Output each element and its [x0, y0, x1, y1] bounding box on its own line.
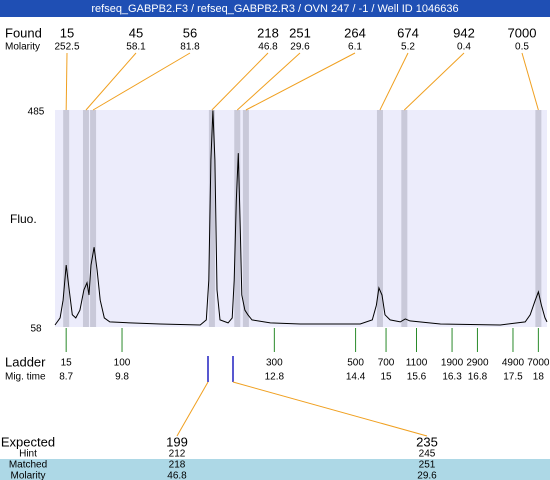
found-size: 15 [60, 25, 74, 40]
found-molarity: 46.8 [258, 42, 278, 53]
title-bar [0, 0, 550, 17]
found-size: 218 [257, 25, 279, 40]
found-molarity: 252.5 [54, 42, 79, 53]
found-molarity: 58.1 [126, 42, 146, 53]
peak-connector [403, 52, 465, 111]
peak-connector [85, 52, 137, 111]
peak-band [242, 110, 249, 327]
peak-connector [65, 52, 68, 111]
expected-row-label: Expected [1, 434, 55, 449]
ladder-size: 1100 [406, 358, 428, 369]
peak-connector [245, 52, 356, 111]
ladder-time: 9.8 [115, 372, 129, 383]
ladder-size: 500 [347, 358, 364, 369]
found-molarity: 0.5 [515, 42, 529, 53]
ladder-time: 16.8 [468, 372, 488, 383]
found-size: 251 [289, 25, 311, 40]
ladder-size: 7000 [527, 358, 550, 369]
found-size: 674 [397, 25, 419, 40]
ladder-size: 700 [378, 358, 395, 369]
peak-band [401, 110, 408, 327]
expected-matched: 251 [419, 460, 436, 471]
ladder-size: 300 [266, 358, 283, 369]
peak-band [376, 110, 383, 327]
found-size: 942 [453, 25, 475, 40]
expected-hint: 245 [419, 449, 436, 460]
expected-row-label: Molarity [10, 471, 45, 480]
peak-band [234, 110, 241, 327]
found-molarity: 5.2 [401, 42, 415, 53]
found-size: 56 [183, 25, 197, 40]
found-size: 45 [129, 25, 143, 40]
matched-rows-bg [0, 459, 550, 480]
expected-row-label: Matched [9, 460, 47, 471]
ladder-size: 2900 [466, 358, 489, 369]
ladder-size: 15 [61, 358, 73, 369]
mig-time-label: Mig. time [5, 372, 46, 383]
found-label: Found [5, 25, 42, 40]
y-tick-label: 485 [28, 107, 45, 118]
expected-expected: 235 [416, 434, 438, 449]
ladder-time: 17.5 [503, 372, 523, 383]
title: refseq_GABPB2.F3 / refseq_GABPB2.R3 / OV… [91, 3, 458, 15]
found-molarity: 29.6 [290, 42, 310, 53]
peak-connector [379, 52, 409, 111]
ladder-size: 100 [114, 358, 131, 369]
peak-band [63, 110, 70, 327]
found-molarity: 6.1 [348, 42, 362, 53]
expected-row-label: Hint [19, 449, 37, 460]
expected-matched: 218 [169, 460, 186, 471]
found-size: 7000 [508, 25, 537, 40]
expected-connector [176, 381, 209, 437]
peak-band [535, 110, 542, 327]
ladder-time: 15 [380, 372, 392, 383]
ladder-time: 18 [533, 372, 545, 383]
peak-connector [236, 52, 301, 111]
peak-band [90, 110, 97, 327]
ladder-time: 16.3 [442, 372, 462, 383]
peak-connector [92, 52, 191, 111]
found-size: 264 [344, 25, 366, 40]
expected-connector [232, 381, 428, 437]
plot-area [55, 110, 547, 327]
expected-molarity: 46.8 [167, 471, 187, 480]
expected-hint: 212 [169, 449, 186, 460]
ladder-time: 14.4 [346, 372, 366, 383]
ladder-size: 1900 [441, 358, 464, 369]
peak-band [208, 110, 215, 327]
found-molarity: 0.4 [457, 42, 471, 53]
ladder-time: 8.7 [59, 372, 73, 383]
y-tick-label: 58 [30, 324, 42, 335]
molarity-label: Molarity [5, 42, 40, 53]
found-molarity: 81.8 [180, 42, 200, 53]
peak-band [82, 110, 89, 327]
fluorescence-trace [54, 110, 548, 326]
y-label: Fluo. [10, 212, 37, 226]
expected-expected: 199 [166, 434, 188, 449]
expected-molarity: 29.6 [417, 471, 437, 480]
ladder-time: 15.6 [407, 372, 427, 383]
peak-connector [521, 52, 539, 111]
ladder-size: 4900 [502, 358, 525, 369]
ladder-time: 12.8 [265, 372, 285, 383]
peak-connector [211, 52, 269, 111]
ladder-label: Ladder [5, 354, 46, 369]
